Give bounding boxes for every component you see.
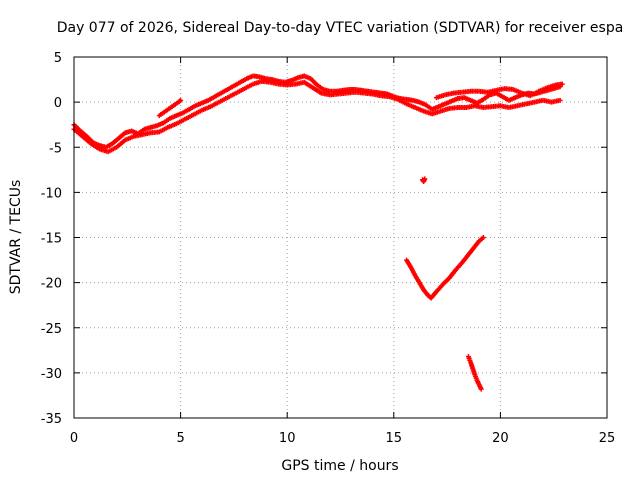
- y-tick-label: -25: [41, 322, 62, 337]
- data-points: [71, 73, 565, 392]
- x-tick-label: 10: [279, 431, 296, 446]
- data-point: [178, 97, 184, 103]
- chart-title: Day 077 of 2026, Sidereal Day-to-day VTE…: [57, 20, 624, 36]
- x-tick-labels: 0 5 10 15 20 25: [70, 431, 615, 446]
- x-tick-label: 0: [70, 431, 78, 446]
- x-axis-title: GPS time / hours: [281, 458, 398, 474]
- series-lower-segment: [465, 354, 484, 392]
- data-point: [478, 386, 484, 392]
- y-tick-label: -20: [41, 277, 62, 292]
- y-tick-label: -30: [41, 367, 62, 382]
- plot-frame: [73, 56, 608, 419]
- y-axis-title: SDTVAR / TECUs: [8, 180, 24, 295]
- axis-ticks: [73, 56, 608, 419]
- y-tick-label: -15: [41, 232, 62, 247]
- series-upper-branch: [156, 81, 565, 119]
- y-tick-label: -35: [41, 412, 62, 427]
- series-lower-trace: [71, 78, 563, 155]
- x-tick-label: 15: [386, 431, 403, 446]
- data-point: [480, 235, 486, 240]
- series-isolated-point: [420, 176, 428, 185]
- y-tick-label: -5: [49, 141, 62, 156]
- data-point: [559, 81, 565, 87]
- y-tick-label: 5: [54, 51, 62, 66]
- grid-lines: [74, 57, 607, 418]
- x-tick-label: 20: [492, 431, 509, 446]
- x-tick-label: 25: [599, 431, 616, 446]
- x-tick-label: 5: [176, 431, 184, 446]
- series-v-shape: [404, 235, 486, 301]
- series-main-trace: [71, 73, 563, 150]
- data-point: [422, 176, 428, 182]
- y-tick-labels: 5 0 -5 -10 -15 -20 -25 -30 -35: [41, 51, 62, 427]
- y-tick-label: -10: [41, 186, 62, 201]
- y-tick-label: 0: [54, 96, 62, 111]
- data-point: [557, 97, 563, 103]
